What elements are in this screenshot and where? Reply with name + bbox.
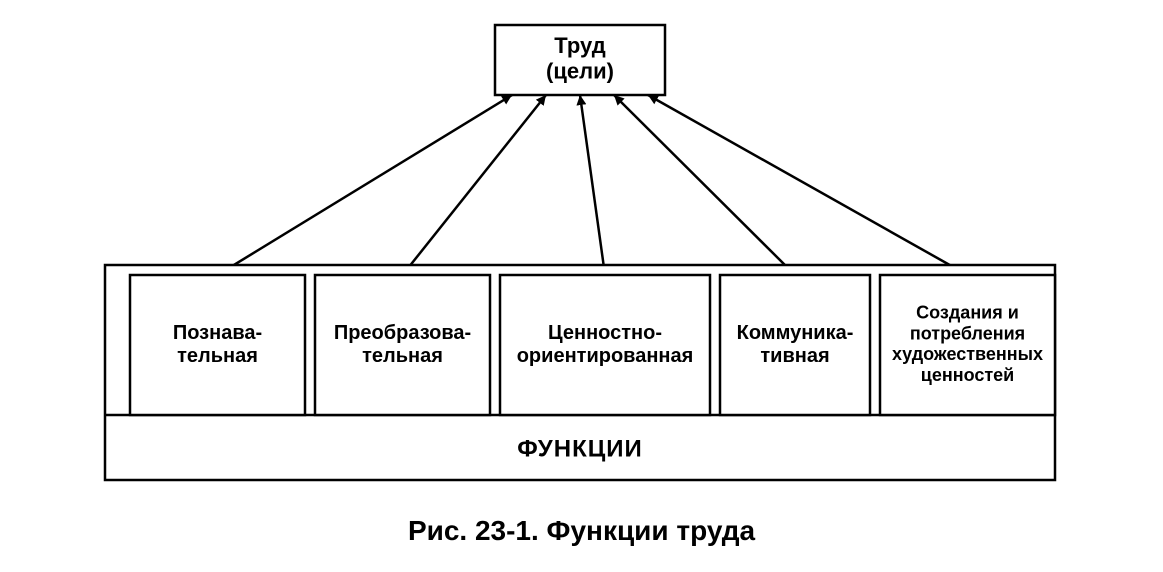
function-2-text-line-0: Ценностно- xyxy=(548,322,662,344)
function-2-text-line-1: ориентированная xyxy=(517,345,694,367)
function-1-text-line-0: Преобразова- xyxy=(334,322,471,344)
functions-label: ФУНКЦИИ xyxy=(517,435,643,462)
top-box-text-line-0: Труд xyxy=(554,33,605,58)
function-4-text-line-0: Создания и xyxy=(916,303,1019,323)
function-0-text-line-0: Познава- xyxy=(173,322,262,344)
figure-caption: Рис. 23-1. Функции труда xyxy=(408,515,756,546)
top-box-text-line-1: (цели) xyxy=(546,58,614,83)
function-4-text-line-1: потребления xyxy=(910,323,1025,343)
function-4-text-line-2: художественных xyxy=(892,344,1043,364)
function-3-text-line-0: Коммуника- xyxy=(737,322,854,344)
function-1-text-line-1: тельная xyxy=(362,345,443,367)
function-3-text-line-1: тивная xyxy=(760,345,829,367)
function-4-text-line-3: ценностей xyxy=(921,365,1014,385)
function-0-text-line-1: тельная xyxy=(177,345,258,367)
